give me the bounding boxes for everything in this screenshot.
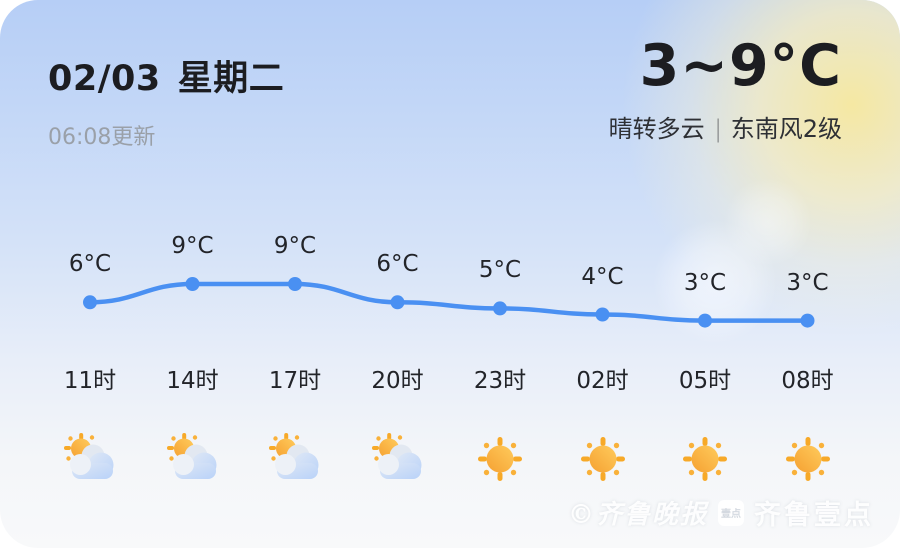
wind-label: 东南风2级	[730, 115, 842, 143]
sunny-icon	[780, 431, 836, 487]
header-left: 02/03 星期二 06:08更新	[48, 50, 284, 151]
condition-separator: |	[715, 115, 721, 143]
time-label: 23时	[473, 368, 527, 394]
time-label: 02时	[576, 368, 629, 394]
time-label: 20时	[371, 368, 424, 394]
condition-row: 晴转多云 | 东南风2级	[609, 109, 842, 144]
temp-point-label: 3°C	[786, 269, 829, 296]
temperature-point	[800, 313, 815, 328]
temp-point-label: 5°C	[478, 257, 522, 284]
temp-point-label: 6°C	[68, 251, 112, 278]
time-label: 11时	[63, 368, 117, 394]
update-time-label: 06:08更新	[48, 125, 156, 150]
date-row: 02/03 星期二	[48, 50, 284, 101]
temperature-point	[493, 301, 507, 316]
partly-cloudy-icon	[165, 431, 221, 487]
header-right: 3~9°C 晴转多云 | 东南风2级	[609, 38, 842, 144]
time-label: 17时	[268, 368, 322, 394]
temperature-point	[83, 295, 97, 310]
partly-cloudy-icon	[267, 431, 323, 487]
time-label: 14时	[166, 368, 219, 394]
partly-cloudy-icon	[62, 431, 118, 487]
watermark-brand-label: 齐鲁壹点	[754, 500, 874, 531]
temperature-point	[595, 307, 610, 322]
sunny-icon	[575, 431, 631, 487]
temperature-point	[698, 313, 712, 328]
watermark: ©齐鲁晚报 壹点 齐鲁壹点	[568, 493, 874, 532]
temperature-point	[185, 277, 200, 291]
temp-point-label: 6°C	[376, 251, 419, 278]
time-label: 05时	[678, 368, 732, 394]
temp-range-label: 3~9°C	[639, 33, 842, 99]
partly-cloudy-icon	[370, 431, 426, 487]
sunny-icon	[677, 431, 733, 487]
temp-point-label: 9°C	[171, 233, 214, 259]
weekday-label: 星期二	[177, 59, 285, 99]
watermark-paper-logo: ©齐鲁晚报	[567, 500, 708, 530]
temp-point-label: 3°C	[683, 269, 727, 296]
sunny-icon	[472, 431, 528, 487]
temperature-point	[390, 295, 405, 310]
date-label: 02/03	[48, 59, 161, 99]
time-label: 08时	[781, 368, 834, 394]
temp-point-label: 4°C	[581, 263, 624, 290]
temp-point-label: 9°C	[273, 233, 317, 259]
temperature-point	[288, 277, 302, 291]
condition-label: 晴转多云	[608, 115, 705, 143]
temperature-line	[87, 281, 810, 323]
yidian-badge-icon: 壹点	[718, 499, 744, 526]
